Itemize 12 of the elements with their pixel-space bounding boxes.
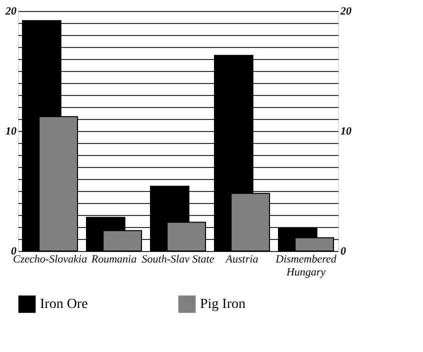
y2-tick-label: 20	[340, 6, 352, 18]
x-tick-label: South-Slav State	[142, 254, 214, 266]
y2-tick-label: 10	[340, 126, 352, 138]
x-tick-label: Austria	[224, 254, 259, 266]
y-tick-label: 10	[6, 126, 17, 138]
x-tick-label: Czecho-Slovakia	[13, 254, 88, 266]
x-tick-label: Roumania	[90, 254, 138, 266]
y2-tick-label: 0	[340, 246, 346, 258]
x-tick-label: Dismembered Hungary	[274, 254, 337, 278]
y-tick-label: 20	[4, 6, 17, 18]
legend-label: Iron Ore	[40, 297, 88, 312]
legend-label: Pig Iron	[200, 297, 246, 312]
